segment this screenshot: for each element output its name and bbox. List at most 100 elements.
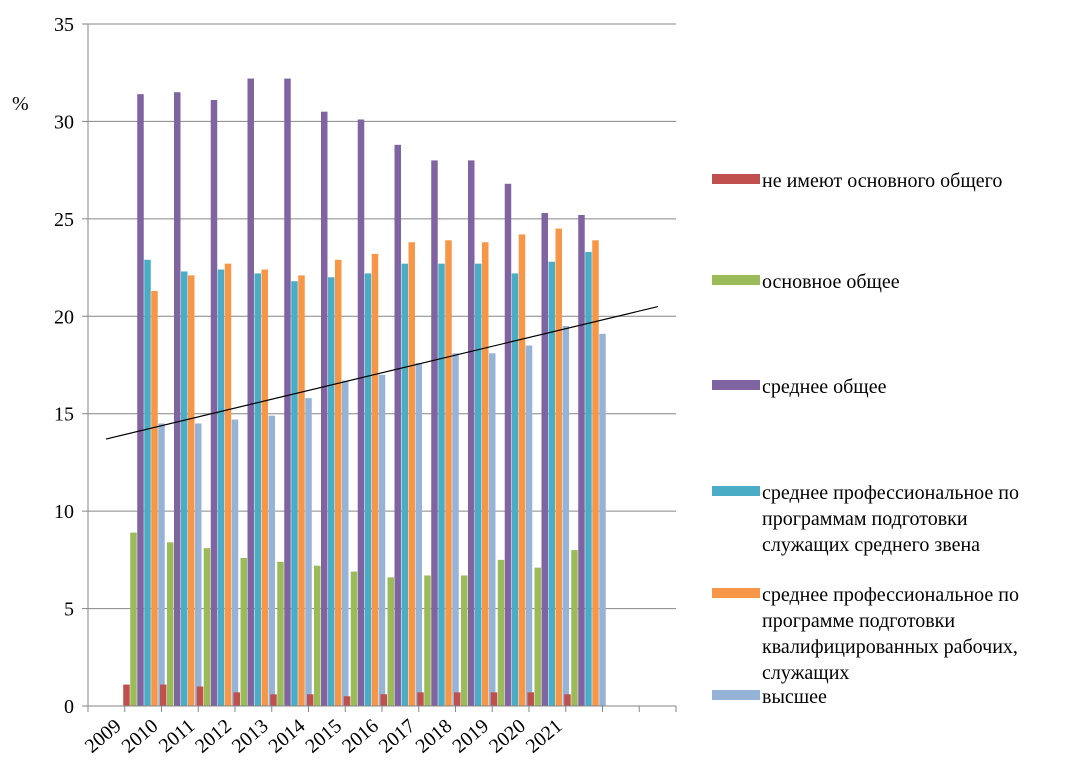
- x-tick-label: 2012: [191, 715, 236, 758]
- bar: [548, 261, 555, 706]
- bar: [268, 415, 275, 706]
- bar: [350, 571, 358, 706]
- bar: [534, 567, 541, 706]
- bar: [158, 423, 165, 706]
- bar: [159, 684, 167, 706]
- bar: [571, 550, 578, 706]
- bar: [481, 242, 489, 707]
- bar: [562, 326, 569, 706]
- bar: [578, 214, 585, 706]
- bar: [224, 263, 232, 706]
- bar: [137, 94, 144, 707]
- bar: [452, 353, 459, 706]
- bar: [261, 269, 268, 706]
- bar: [151, 290, 158, 706]
- bar: [564, 694, 571, 706]
- x-tick-label: 2020: [485, 715, 530, 758]
- bar: [210, 99, 218, 707]
- y-tick-label: 5: [64, 599, 74, 621]
- bar: [233, 692, 240, 706]
- legend-item: основное общее: [712, 271, 900, 293]
- bar: [334, 259, 342, 706]
- bar: [408, 242, 415, 707]
- bar: [380, 694, 387, 706]
- bar: [467, 160, 475, 706]
- bar: [555, 228, 562, 706]
- bars: [123, 78, 606, 707]
- bar: [254, 273, 261, 706]
- x-tick-label: 2016: [338, 715, 383, 758]
- y-tick-labels: 0 5 10 15 20 25 30 35: [54, 14, 74, 718]
- bar: [357, 119, 365, 707]
- bar: [387, 577, 394, 706]
- bar: [166, 542, 174, 706]
- bar: [341, 380, 349, 706]
- legend-item: высшее: [712, 686, 827, 708]
- x-tick-label: 2021: [522, 715, 567, 758]
- bar: [313, 565, 321, 706]
- bar: [592, 240, 599, 706]
- bar: [270, 694, 277, 706]
- bar: [378, 374, 386, 706]
- bar: [173, 92, 181, 706]
- legend-item: не имеют основного общего: [712, 170, 1002, 192]
- legend-label: высшее: [762, 686, 827, 708]
- bar: [445, 240, 452, 706]
- y-tick-label: 30: [54, 111, 74, 133]
- bar: [364, 273, 372, 706]
- bar: [320, 111, 328, 706]
- x-tick-label: 2018: [412, 715, 457, 758]
- bar: [231, 419, 239, 706]
- y-tick-label: 25: [54, 209, 74, 231]
- bar: [247, 78, 254, 706]
- legend-label: среднее профессиональное по программе под…: [762, 584, 1019, 684]
- x-tick-label: 2011: [155, 715, 199, 757]
- legend-label: основное общее: [762, 271, 900, 293]
- legend: не имеют основного общего основное общее с…: [712, 170, 1019, 708]
- bar: [144, 259, 151, 706]
- bar: [203, 548, 211, 706]
- bar: [415, 363, 422, 706]
- trend-line: [105, 305, 659, 440]
- x-tick-label: 2014: [265, 715, 310, 758]
- bar: [394, 144, 401, 707]
- trendline: [105, 305, 659, 440]
- bar: [527, 692, 534, 706]
- bar: [417, 692, 424, 706]
- y-tick-label: 35: [54, 14, 74, 36]
- bar: [401, 263, 408, 706]
- bar: [424, 575, 431, 706]
- bar: [518, 234, 526, 706]
- y-tick-label: 15: [54, 404, 74, 426]
- x-tick-label: 2013: [228, 715, 273, 758]
- bar: [123, 684, 130, 706]
- legend-swatch: [712, 380, 760, 390]
- bar: [460, 575, 468, 706]
- legend-label: среднее профессиональное по программам по…: [762, 482, 1019, 556]
- bar: [585, 251, 592, 707]
- bar: [327, 277, 335, 706]
- bar: [497, 559, 505, 706]
- bar: [525, 345, 533, 706]
- y-tick-label: 0: [64, 696, 74, 718]
- x-tick-label: 2009: [81, 715, 126, 758]
- y-tick-label: 20: [54, 306, 74, 328]
- y-tick-label: 10: [54, 501, 74, 523]
- bar: [474, 263, 482, 706]
- bar: [194, 423, 202, 706]
- bar: [180, 271, 188, 706]
- legend-swatch: [712, 486, 760, 496]
- x-tick-labels: 2009201020112012201320142015201620172018…: [81, 715, 567, 758]
- bar: [284, 78, 291, 706]
- legend-item: среднее профессиональное по программам по…: [712, 482, 1019, 556]
- legend-swatch: [712, 275, 760, 285]
- bar: [599, 333, 606, 706]
- legend-label: не имеют основного общего: [762, 170, 1002, 192]
- x-tick-label: 2015: [301, 715, 346, 758]
- legend-swatch: [712, 690, 760, 700]
- bar: [541, 213, 548, 707]
- legend-label: среднее общее: [762, 376, 887, 398]
- legend-swatch: [712, 588, 760, 598]
- bar: [196, 686, 204, 706]
